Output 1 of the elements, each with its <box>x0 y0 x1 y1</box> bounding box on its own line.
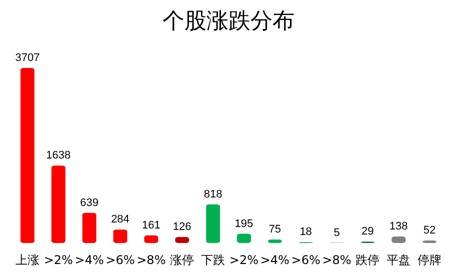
title: 个股涨跌分布 <box>162 9 294 34</box>
